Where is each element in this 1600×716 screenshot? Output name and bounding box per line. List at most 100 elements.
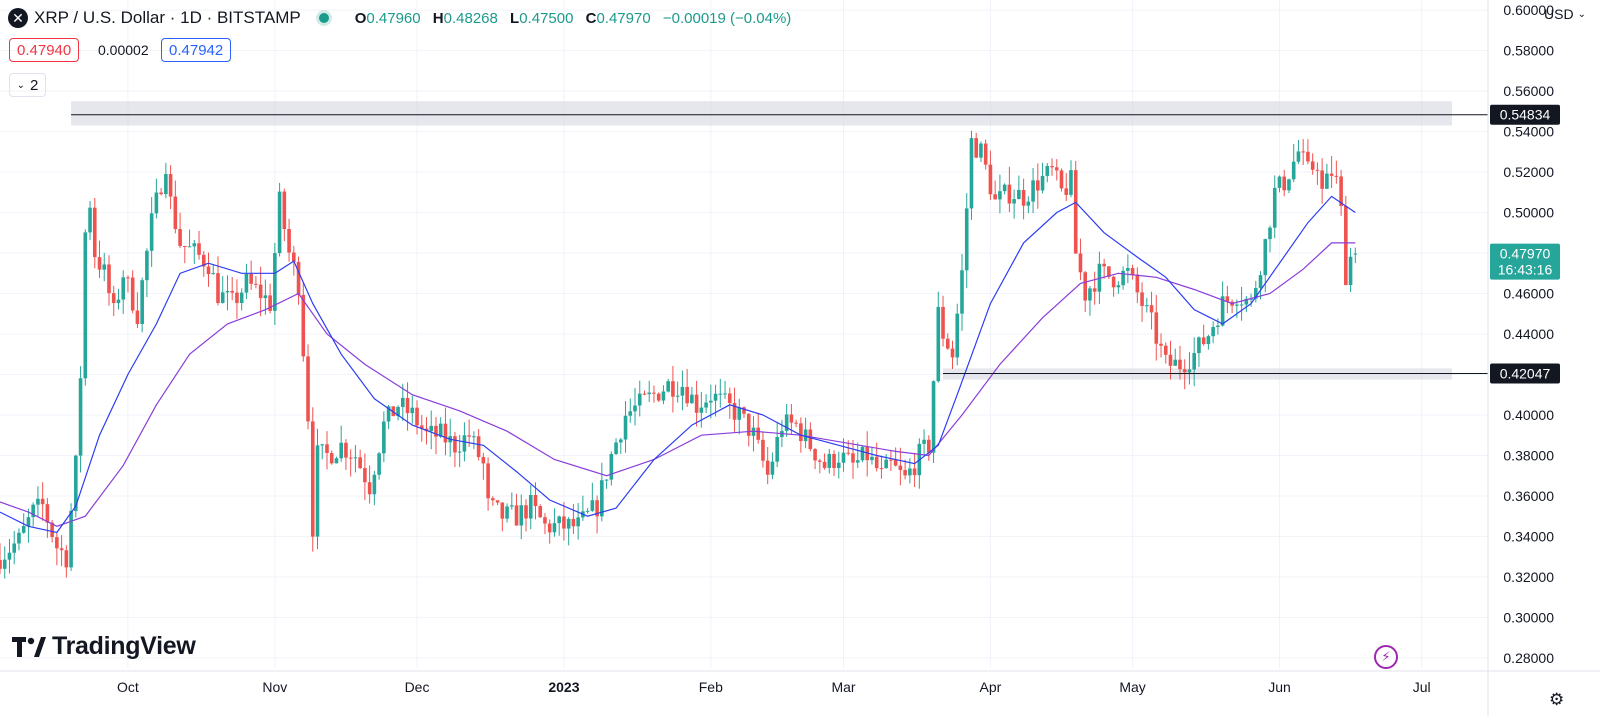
candle-body	[903, 470, 907, 476]
candles	[0, 130, 1358, 579]
candle-body	[884, 459, 888, 469]
candle-body	[7, 552, 12, 560]
candle-body	[1149, 305, 1154, 313]
symbol-title[interactable]: XRP / U.S. Dollar · 1D · BITSTAMP	[34, 8, 301, 27]
candle-body	[1050, 165, 1054, 168]
lightning-icon[interactable]: ⚡	[1374, 645, 1398, 669]
candle-body	[1126, 268, 1130, 271]
candle-body	[211, 273, 216, 275]
candle-body	[472, 436, 476, 438]
candle-body	[292, 252, 296, 262]
candle-body	[1334, 175, 1339, 177]
candle-body	[822, 461, 827, 468]
candle-body	[1073, 170, 1078, 254]
candle-body	[794, 422, 798, 424]
candle-body	[178, 229, 182, 246]
candle-body	[799, 423, 803, 442]
candle-body	[116, 299, 121, 304]
settings-icon[interactable]: ⚙	[1549, 690, 1565, 709]
market-open-dot-icon	[318, 13, 329, 23]
y-tick-label: 0.52000	[1503, 164, 1554, 180]
last-price-tag-label: 0.47970	[1500, 246, 1551, 262]
candle-body	[239, 292, 244, 304]
indicators-toggle-button[interactable]: ⌄ 2	[9, 73, 46, 97]
candle-body	[1059, 170, 1064, 189]
spread-value: 0.00002	[98, 42, 149, 58]
candle-body	[590, 500, 595, 511]
candle-body	[1296, 151, 1301, 162]
candle-body	[964, 208, 969, 271]
resistance-zone	[71, 101, 1453, 126]
candle-body	[1301, 151, 1305, 153]
candle-body	[1272, 187, 1277, 228]
candle-body	[64, 550, 69, 568]
candle-body	[491, 498, 495, 501]
candle-body	[1258, 275, 1263, 289]
candle-body	[1206, 336, 1211, 345]
candle-body	[870, 456, 874, 461]
candle-body	[372, 474, 377, 495]
candle-body	[960, 270, 964, 314]
candle-body	[1021, 189, 1026, 206]
candle-body	[1159, 343, 1163, 346]
candle-body	[320, 444, 325, 446]
candle-body	[756, 427, 761, 440]
sell-price-button[interactable]: 0.47940	[9, 38, 80, 62]
candle-body	[55, 537, 59, 549]
candle-body	[547, 523, 552, 533]
candle-body	[457, 451, 462, 453]
candle-body	[149, 213, 154, 251]
candle-body	[633, 405, 637, 412]
candle-body	[609, 454, 614, 480]
time-axis[interactable]: Oct Nov Dec 2023 Feb Mar Apr May Jun Jul	[0, 670, 1600, 695]
candle-body	[1130, 268, 1135, 275]
candle-body	[666, 381, 670, 392]
symbol-header[interactable]: ✕ XRP / U.S. Dollar · 1D · BITSTAMP O0.4…	[8, 6, 795, 30]
candle-body	[727, 393, 732, 404]
candle-body	[945, 338, 950, 349]
candle-body	[235, 292, 239, 304]
x-tick-label: Jun	[1268, 679, 1291, 695]
candle-body	[244, 273, 249, 293]
candle-body	[1310, 161, 1315, 170]
candle-body	[467, 435, 471, 437]
candle-body	[595, 500, 599, 517]
candle-body	[784, 414, 789, 432]
candle-body	[832, 453, 836, 469]
candle-body	[225, 290, 230, 293]
candle-body	[1168, 354, 1173, 366]
candle-body	[827, 453, 832, 468]
chevron-down-icon: ⌄	[1577, 8, 1586, 20]
y-tick-label: 0.32000	[1503, 569, 1554, 585]
candle-body	[1201, 337, 1206, 345]
candle-body	[36, 498, 40, 505]
candle-body	[1088, 288, 1092, 301]
candle-body	[1078, 253, 1083, 273]
x-tick-label: Oct	[117, 679, 139, 695]
candle-body	[1154, 312, 1159, 344]
candle-body	[1329, 173, 1334, 176]
candle-body	[1040, 175, 1045, 191]
currency-selector[interactable]: USD ⌄	[1544, 6, 1586, 22]
candle-body	[1263, 239, 1268, 276]
candle-body	[296, 261, 301, 295]
candle-body	[69, 510, 73, 568]
candle-body	[121, 277, 126, 300]
candle-body	[671, 381, 675, 397]
tradingview-logo[interactable]: TradingView	[12, 632, 196, 661]
buy-price-button[interactable]: 0.47942	[161, 38, 232, 62]
candle-body	[183, 245, 187, 247]
candle-body	[249, 273, 253, 284]
candle-body	[1344, 206, 1348, 286]
candle-body	[500, 502, 505, 519]
candle-body	[78, 378, 83, 456]
candle-body	[874, 456, 879, 469]
indicator-count: 2	[30, 76, 39, 94]
candle-body	[770, 461, 775, 475]
candle-body	[1197, 337, 1201, 354]
candle-body	[462, 435, 467, 452]
candle-body	[443, 423, 448, 443]
candle-body	[789, 414, 794, 423]
